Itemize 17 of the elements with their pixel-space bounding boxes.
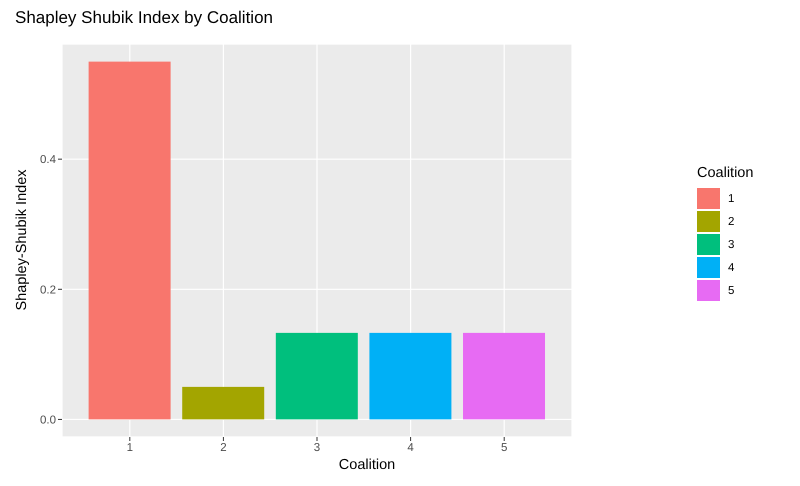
y-tick-label: 0.4 <box>40 154 57 166</box>
legend-label: 1 <box>728 192 734 204</box>
x-tick-label: 3 <box>314 442 320 454</box>
legend-title: Coalition <box>697 165 754 181</box>
x-axis-title: Coalition <box>338 457 396 473</box>
x-tick-label: 5 <box>500 442 508 454</box>
legend-label: 2 <box>728 216 734 228</box>
y-tick-label: 0.0 <box>40 414 56 427</box>
x-tick-label: 4 <box>407 442 414 454</box>
legend-label: 5 <box>728 284 734 296</box>
legend-label: 4 <box>728 262 734 274</box>
x-tick-label: 1 <box>126 442 134 454</box>
x-tick-label: 2 <box>220 442 227 454</box>
y-tick-label: 0.2 <box>40 284 56 296</box>
y-axis-title: Shapley-Shubik Index <box>14 169 30 311</box>
legend-label: 3 <box>728 238 734 250</box>
chart-title: Shapley Shubik Index by Coalition <box>15 8 273 28</box>
